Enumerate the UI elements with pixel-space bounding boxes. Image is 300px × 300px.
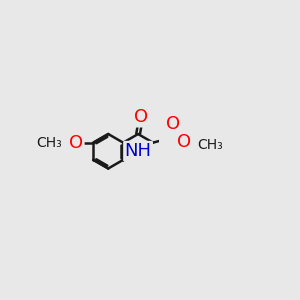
Text: O: O [134,108,148,126]
Text: O: O [177,133,191,151]
Text: CH₃: CH₃ [36,136,62,150]
Text: O: O [167,115,181,133]
Text: CH₃: CH₃ [198,138,224,152]
Text: O: O [69,134,83,152]
Text: NH: NH [124,142,152,160]
